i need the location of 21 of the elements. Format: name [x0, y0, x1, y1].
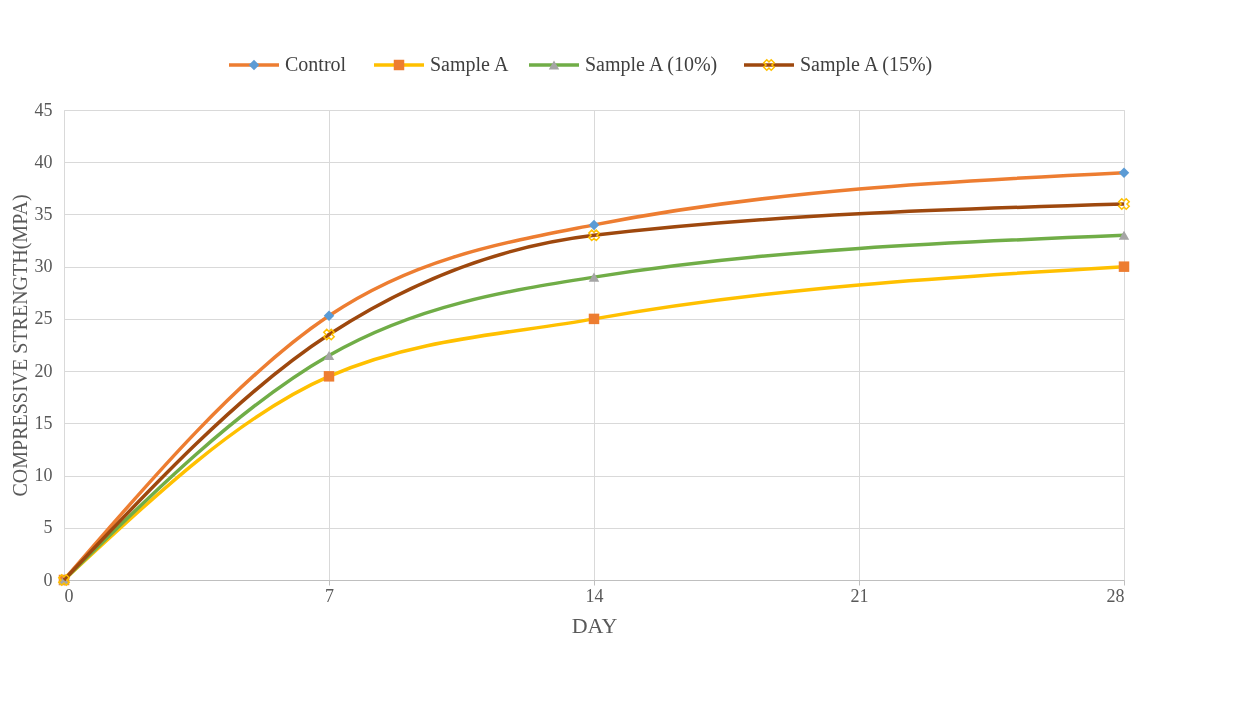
x-tick-label: 7	[325, 585, 334, 606]
y-tick-label: 30	[34, 256, 53, 277]
y-tick-label: 25	[34, 308, 53, 329]
y-tick-label: 15	[34, 412, 53, 433]
x-tick-label: 14	[585, 585, 604, 606]
x-tick-label: 0	[64, 585, 74, 606]
y-tick-label: 20	[34, 360, 53, 381]
y-tick-label: 5	[43, 517, 53, 538]
x-tick-label: 28	[1106, 585, 1125, 606]
legend-label: Control	[285, 53, 347, 75]
y-tick-label: 10	[34, 465, 53, 486]
y-axis-title: COMPRESSIVE STRENGTH(MPA)	[8, 194, 32, 497]
legend-label: Sample A (15%)	[800, 53, 933, 76]
y-tick-label: 40	[34, 151, 53, 172]
x-axis-title: DAY	[571, 612, 618, 638]
y-tick-label: 35	[34, 203, 53, 224]
x-tick-label: 21	[850, 585, 869, 606]
y-tick-label: 45	[34, 99, 53, 120]
y-tick-label: 0	[43, 569, 53, 590]
legend-label: Sample A	[430, 53, 509, 76]
legend-label: Sample A (10%)	[585, 53, 718, 76]
